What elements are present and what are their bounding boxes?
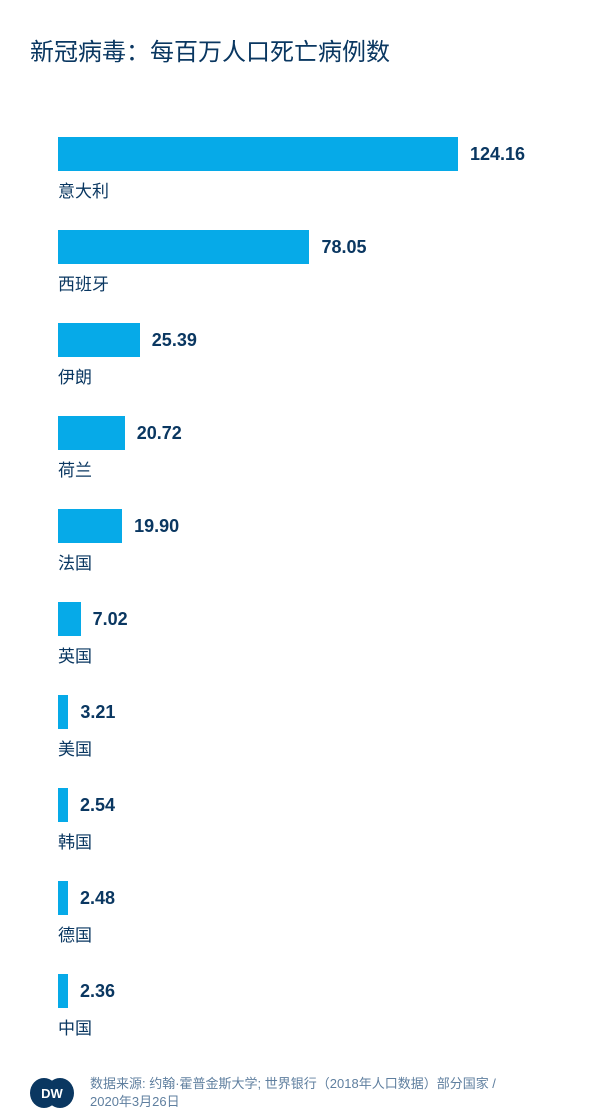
source-text: 数据来源: 约翰·霍普金斯大学; 世界银行（2018年人口数据）部分国家 / 2… (90, 1075, 496, 1111)
country-label: 荷兰 (58, 456, 556, 481)
country-label: 西班牙 (58, 270, 556, 295)
bar (58, 974, 68, 1008)
chart-area: 124.16 意大利 78.05 西班牙 25.39 伊朗 20.72 荷兰 19.90 法国 7.… (24, 137, 576, 1067)
bar-line: 7.02 (58, 602, 556, 636)
value-label: 7.02 (93, 609, 128, 630)
country-label: 中国 (58, 1014, 556, 1039)
bar (58, 230, 309, 264)
bar-row: 20.72 荷兰 (58, 416, 556, 481)
bar-line: 25.39 (58, 323, 556, 357)
country-label: 法国 (58, 549, 556, 574)
country-label: 德国 (58, 921, 556, 946)
bar (58, 602, 81, 636)
bar (58, 416, 125, 450)
country-label: 美国 (58, 735, 556, 760)
bar (58, 137, 458, 171)
bar-row: 2.36 中国 (58, 974, 556, 1039)
bar (58, 323, 140, 357)
bar-line: 19.90 (58, 509, 556, 543)
country-label: 伊朗 (58, 363, 556, 388)
bar (58, 509, 122, 543)
value-label: 124.16 (470, 144, 525, 165)
value-label: 2.36 (80, 981, 115, 1002)
dw-logo-icon: DW (30, 1078, 74, 1108)
bar-line: 2.48 (58, 881, 556, 915)
chart-title: 新冠病毒：每百万人口死亡病例数 (30, 32, 576, 67)
bar (58, 695, 68, 729)
bar-line: 2.54 (58, 788, 556, 822)
country-label: 英国 (58, 642, 556, 667)
bar-row: 3.21 美国 (58, 695, 556, 760)
bar (58, 788, 68, 822)
value-label: 25.39 (152, 330, 197, 351)
bar-line: 124.16 (58, 137, 556, 171)
value-label: 19.90 (134, 516, 179, 537)
chart-container: 新冠病毒：每百万人口死亡病例数 124.16 意大利 78.05 西班牙 25.39 伊朗… (0, 0, 600, 1055)
bar-row: 7.02 英国 (58, 602, 556, 667)
value-label: 78.05 (321, 237, 366, 258)
bar-row: 2.48 德国 (58, 881, 556, 946)
bar-row: 25.39 伊朗 (58, 323, 556, 388)
bar-line: 2.36 (58, 974, 556, 1008)
bar-line: 78.05 (58, 230, 556, 264)
bar-row: 2.54 韩国 (58, 788, 556, 853)
value-label: 2.54 (80, 795, 115, 816)
country-label: 意大利 (58, 177, 556, 202)
source-line-2: 2020年3月26日 (90, 1094, 180, 1109)
chart-footer: DW 数据来源: 约翰·霍普金斯大学; 世界银行（2018年人口数据）部分国家 … (24, 1075, 576, 1111)
svg-text:DW: DW (41, 1086, 63, 1101)
value-label: 20.72 (137, 423, 182, 444)
bar-row: 19.90 法国 (58, 509, 556, 574)
bar-row: 124.16 意大利 (58, 137, 556, 202)
bar-line: 20.72 (58, 416, 556, 450)
country-label: 韩国 (58, 828, 556, 853)
value-label: 2.48 (80, 888, 115, 909)
bar-line: 3.21 (58, 695, 556, 729)
source-line-1: 数据来源: 约翰·霍普金斯大学; 世界银行（2018年人口数据）部分国家 / (90, 1076, 496, 1091)
value-label: 3.21 (80, 702, 115, 723)
bar (58, 881, 68, 915)
bar-row: 78.05 西班牙 (58, 230, 556, 295)
